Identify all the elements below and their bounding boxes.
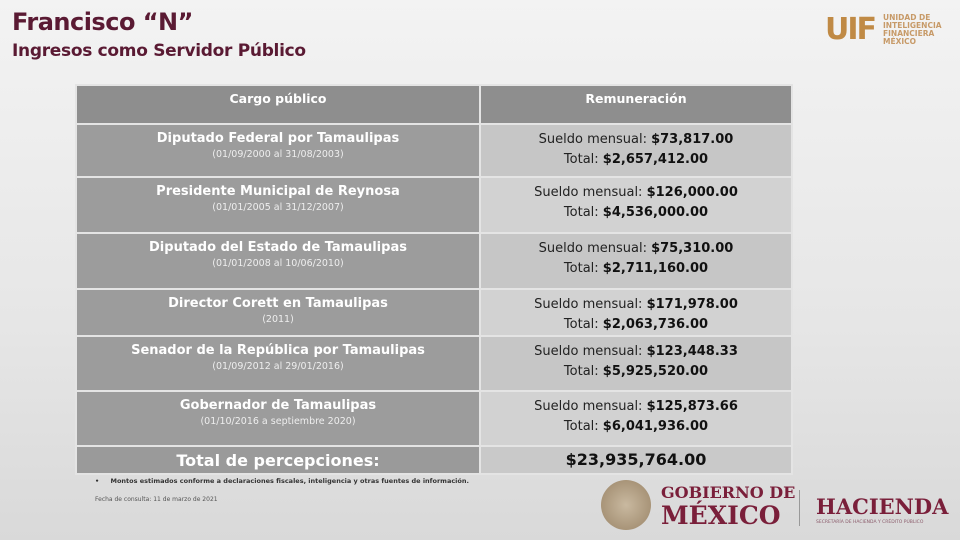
cargo-cell: Director Corett en Tamaulipas (2011) — [75, 288, 481, 337]
cargo-name: Diputado Federal por Tamaulipas — [156, 131, 400, 146]
total-line: Total: $2,711,160.00 — [481, 259, 791, 279]
uif-text-line: UNIDAD DE — [883, 12, 931, 22]
salary-line: Sueldo mensual: $126,000.00 — [481, 183, 791, 203]
table-row: Diputado del Estado de Tamaulipas (01/01/… — [75, 232, 793, 290]
cargo-name: Director Corett en Tamaulipas — [168, 296, 388, 311]
table-row: Director Corett en Tamaulipas (2011) Suel… — [75, 288, 793, 337]
gobierno-line1: GOBIERNO DE — [661, 483, 796, 502]
gobierno-logo: GOBIERNO DE MÉXICO — [661, 483, 796, 530]
total-line: Total: $5,925,520.00 — [481, 362, 791, 382]
page-title: Francisco “N” — [12, 8, 193, 36]
table-row: Gobernador de Tamaulipas (01/10/2016 a se… — [75, 390, 793, 447]
uif-logo-text: UNIDAD DE INTELIGENCIA FINANCIERA MÉXICO — [883, 12, 942, 46]
uif-text-line: MÉXICO — [883, 36, 917, 46]
salary-label: Sueldo mensual: — [538, 132, 647, 147]
uif-logo: UIF UNIDAD DE INTELIGENCIA FINANCIERA MÉ… — [825, 12, 942, 47]
salary-value: $123,448.33 — [646, 344, 738, 359]
salary-value: $126,000.00 — [646, 185, 738, 200]
cargo-period: (01/09/2012 al 29/01/2016) — [212, 361, 344, 372]
cargo-period: (01/01/2005 al 31/12/2007) — [212, 202, 344, 213]
total-value: $5,925,520.00 — [602, 364, 709, 379]
salary-line: Sueldo mensual: $73,817.00 — [481, 130, 791, 150]
total-value: $2,657,412.00 — [602, 152, 709, 167]
table-row: Presidente Municipal de Reynosa (01/01/20… — [75, 176, 793, 234]
salary-line: Sueldo mensual: $75,310.00 — [481, 239, 791, 259]
total-label: Total: — [563, 317, 599, 332]
hacienda-subtitle: SECRETARÍA DE HACIENDA Y CRÉDITO PÚBLICO — [816, 520, 924, 525]
salary-line: Sueldo mensual: $123,448.33 — [481, 342, 791, 362]
total-value-cell: $23,935,764.00 — [479, 445, 793, 475]
total-label: Total: — [563, 419, 599, 434]
remuneracion-cell: Sueldo mensual: $126,000.00 Total: $4,536… — [479, 176, 793, 234]
total-label: Total: — [563, 364, 599, 379]
table-row: Senador de la República por Tamaulipas (0… — [75, 335, 793, 392]
cargo-period: (01/01/2008 al 10/06/2010) — [212, 258, 344, 269]
uif-logo-mark: UIF — [825, 12, 877, 47]
cargo-period: (2011) — [262, 314, 294, 325]
income-table: Cargo público Remuneración Diputado Fede… — [75, 84, 793, 475]
salary-label: Sueldo mensual: — [534, 297, 643, 312]
remuneracion-cell: Sueldo mensual: $125,873.66 Total: $6,041… — [479, 390, 793, 447]
salary-value: $171,978.00 — [646, 297, 738, 312]
salary-line: Sueldo mensual: $125,873.66 — [481, 397, 791, 417]
total-line: Total: $2,657,412.00 — [481, 150, 791, 170]
remuneracion-cell: Sueldo mensual: $123,448.33 Total: $5,925… — [479, 335, 793, 392]
cargo-name: Diputado del Estado de Tamaulipas — [149, 240, 407, 255]
cargo-cell: Diputado del Estado de Tamaulipas (01/01/… — [75, 232, 481, 290]
total-line: Total: $2,063,736.00 — [481, 315, 791, 335]
total-line: Total: $6,041,936.00 — [481, 417, 791, 437]
salary-label: Sueldo mensual: — [534, 344, 643, 359]
total-label: Total: — [563, 205, 599, 220]
mexico-seal-icon — [601, 480, 651, 530]
remuneracion-cell: Sueldo mensual: $73,817.00 Total: $2,657,… — [479, 123, 793, 178]
total-label-cell: Total de percepciones: — [75, 445, 481, 475]
remuneracion-cell: Sueldo mensual: $171,978.00 Total: $2,063… — [479, 288, 793, 337]
salary-label: Sueldo mensual: — [538, 241, 647, 256]
salary-value: $125,873.66 — [646, 399, 738, 414]
cargo-cell: Presidente Municipal de Reynosa (01/01/20… — [75, 176, 481, 234]
salary-label: Sueldo mensual: — [534, 185, 643, 200]
uif-text-line: FINANCIERA — [883, 28, 935, 38]
uif-text-line: INTELIGENCIA — [883, 20, 942, 30]
cargo-cell: Gobernador de Tamaulipas (01/10/2016 a se… — [75, 390, 481, 447]
total-value: $2,063,736.00 — [602, 317, 709, 332]
salary-label: Sueldo mensual: — [534, 399, 643, 414]
logo-divider — [799, 490, 800, 526]
total-value: $2,711,160.00 — [602, 261, 709, 276]
salary-value: $75,310.00 — [651, 241, 734, 256]
header-cargo: Cargo público — [75, 84, 481, 125]
footnote: • Montos estimados conforme a declaracio… — [95, 477, 469, 485]
salary-value: $73,817.00 — [651, 132, 734, 147]
header-remuneracion: Remuneración — [479, 84, 793, 125]
total-value: $6,041,936.00 — [602, 419, 709, 434]
gobierno-line2: MÉXICO — [661, 501, 781, 530]
cargo-name: Presidente Municipal de Reynosa — [156, 184, 400, 199]
footnote-text: Montos estimados conforme a declaracione… — [110, 477, 469, 485]
total-label: Total: — [563, 261, 599, 276]
cargo-name: Gobernador de Tamaulipas — [179, 398, 377, 413]
consult-date: Fecha de consulta: 11 de marzo de 2021 — [95, 496, 218, 503]
salary-line: Sueldo mensual: $171,978.00 — [481, 295, 791, 315]
hacienda-logo: HACIENDA — [816, 494, 949, 519]
cargo-cell: Diputado Federal por Tamaulipas (01/09/20… — [75, 123, 481, 178]
cargo-period: (01/09/2000 al 31/08/2003) — [212, 149, 344, 160]
table-row: Diputado Federal por Tamaulipas (01/09/20… — [75, 123, 793, 178]
page-subtitle: Ingresos como Servidor Público — [12, 41, 306, 61]
remuneracion-cell: Sueldo mensual: $75,310.00 Total: $2,711,… — [479, 232, 793, 290]
cargo-period: (01/10/2016 a septiembre 2020) — [200, 416, 356, 427]
total-value: $4,536,000.00 — [602, 205, 709, 220]
total-line: Total: $4,536,000.00 — [481, 203, 791, 223]
cargo-cell: Senador de la República por Tamaulipas (0… — [75, 335, 481, 392]
total-row: Total de percepciones: $23,935,764.00 — [75, 445, 793, 475]
total-label: Total: — [563, 152, 599, 167]
cargo-name: Senador de la República por Tamaulipas — [131, 343, 425, 358]
